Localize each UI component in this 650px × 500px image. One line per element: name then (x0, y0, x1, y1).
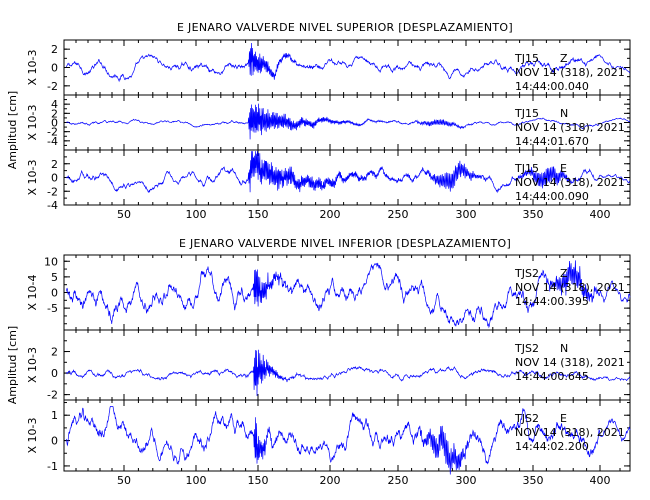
y-tick-label: -2 (47, 126, 58, 139)
ylabel-lower: Amplitud [cm] (6, 326, 19, 404)
time-label: 14:44:00.040 (515, 80, 589, 93)
y-tick-label: 0 (51, 172, 58, 185)
xtick-label-350: 350 (523, 208, 544, 221)
y-tick-label: 2 (51, 346, 58, 359)
y-tick-label: 0 (51, 62, 58, 75)
xtick-label-300: 300 (456, 208, 477, 221)
scale-label: X 10-3 (26, 160, 39, 196)
title-lower: E JENARO VALVERDE NIVEL INFERIOR [DESPLA… (179, 237, 511, 250)
y-tick-label: 2 (51, 158, 58, 171)
y-tick-label: 0 (51, 367, 58, 380)
scale-label: X 10-3 (26, 347, 39, 383)
time-label: 14:44:02.200 (515, 440, 589, 453)
figure-upper: E JENARO VALVERDE NIVEL SUPERIOR [DESPLA… (6, 21, 611, 221)
component-label: Z (560, 52, 568, 65)
xtick-label-300: 300 (456, 474, 477, 487)
y-tick-label: 1 (51, 409, 58, 422)
station-label: TJS2 (514, 267, 539, 280)
y-tick-label: 4 (51, 98, 58, 111)
trace-line (66, 406, 631, 475)
y-tick-label: 10 (44, 255, 58, 268)
date-label: NOV 14 (318), 2021 (515, 426, 625, 439)
y-tick-label: -4 (47, 199, 58, 212)
title-upper: E JENARO VALVERDE NIVEL SUPERIOR [DESPLA… (177, 21, 513, 34)
y-tick-label: -1 (47, 460, 58, 473)
y-tick-label: -2 (47, 389, 58, 402)
xtick-label-400: 400 (590, 208, 611, 221)
figure-lower: E JENARO VALVERDE NIVEL INFERIOR [DESPLA… (6, 237, 611, 487)
xticklabels-lower: 50 100 150 200 250 300 350 400 (117, 474, 611, 487)
xtick-label-250: 250 (388, 208, 409, 221)
y-tick-label: -4 (47, 135, 58, 148)
station-label: TJ15 (514, 52, 539, 65)
xtick-label-350: 350 (523, 474, 544, 487)
time-label: 14:44:01.670 (515, 135, 589, 148)
time-label: 14:44:00.645 (515, 370, 589, 383)
date-label: NOV 14 (318), 2021 (515, 121, 625, 134)
y-tick-label: 0 (51, 117, 58, 130)
trace-line (66, 151, 630, 194)
xtick-label-100: 100 (186, 208, 207, 221)
y-tick-label: -2 (47, 80, 58, 93)
component-label: N (560, 107, 568, 120)
date-label: NOV 14 (318), 2021 (515, 281, 625, 294)
xtick-label-150: 150 (248, 474, 269, 487)
scale-label: X 10-3 (26, 418, 39, 454)
component-label: N (560, 342, 568, 355)
date-label: NOV 14 (318), 2021 (515, 66, 625, 79)
y-tick-label: 5 (51, 271, 58, 284)
station-label: TJ15 (514, 162, 539, 175)
ylabel-upper: Amplitud [cm] (6, 91, 19, 169)
xtick-label-200: 200 (320, 208, 341, 221)
y-tick-label: 2 (51, 107, 58, 120)
time-label: 14:44:00.395 (515, 295, 589, 308)
component-label: E (560, 412, 567, 425)
station-label: TJS2 (514, 412, 539, 425)
xtick-label-50: 50 (117, 208, 131, 221)
trace-line (66, 103, 631, 140)
date-label: NOV 14 (318), 2021 (515, 176, 625, 189)
y-tick-label: -2 (47, 185, 58, 198)
time-label: 14:44:00.090 (515, 190, 589, 203)
xtick-label-250: 250 (388, 474, 409, 487)
scale-label: X 10-4 (26, 275, 39, 311)
xticklabels-upper: 50 100 150 200 250 300 350 400 (117, 208, 611, 221)
date-label: NOV 14 (318), 2021 (515, 356, 625, 369)
component-label: E (560, 162, 567, 175)
panel-frame (63, 399, 631, 472)
scale-label: X 10-3 (26, 50, 39, 86)
trace-line (66, 42, 631, 83)
xtick-label-400: 400 (590, 474, 611, 487)
y-tick-label: 2 (51, 43, 58, 56)
xtick-label-50: 50 (117, 474, 131, 487)
xtick-label-150: 150 (248, 208, 269, 221)
trace-line (66, 260, 631, 329)
y-tick-label: -5 (47, 302, 58, 315)
scale-label: X 10-3 (26, 105, 39, 141)
y-tick-label: 0 (51, 287, 58, 300)
component-label: Z (560, 267, 568, 280)
station-label: TJS2 (514, 342, 539, 355)
y-tick-label: 0 (51, 435, 58, 448)
trace-line (66, 349, 631, 396)
station-label: TJ15 (514, 107, 539, 120)
xtick-label-200: 200 (320, 474, 341, 487)
xtick-label-100: 100 (186, 474, 207, 487)
